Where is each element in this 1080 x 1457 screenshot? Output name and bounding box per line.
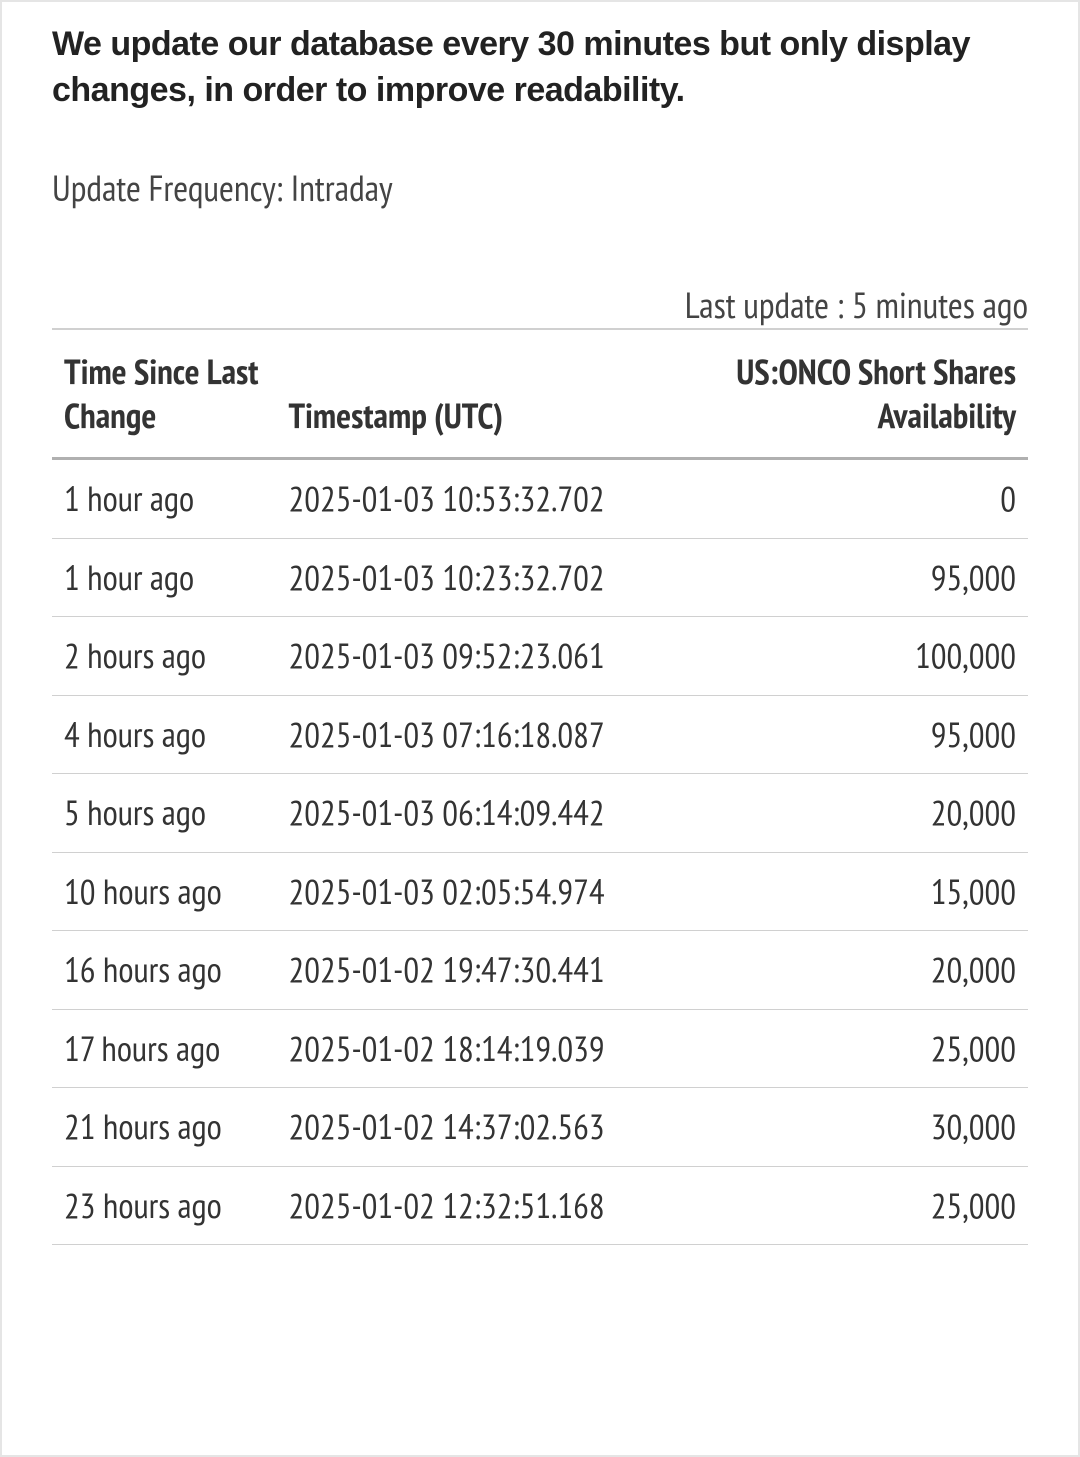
cell-timestamp: 2025-01-02 18:14:19.039 xyxy=(276,1009,715,1088)
cell-availability: 20,000 xyxy=(716,774,1028,853)
cell-availability: 30,000 xyxy=(716,1088,1028,1167)
cell-availability: 25,000 xyxy=(716,1009,1028,1088)
cell-timestamp: 2025-01-03 10:23:32.702 xyxy=(276,538,715,617)
cell-timestamp: 2025-01-03 07:16:18.087 xyxy=(276,695,715,774)
table-row: 2 hours ago2025-01-03 09:52:23.061100,00… xyxy=(52,617,1028,696)
table-row: 17 hours ago2025-01-02 18:14:19.03925,00… xyxy=(52,1009,1028,1088)
table-row: 16 hours ago2025-01-02 19:47:30.44120,00… xyxy=(52,931,1028,1010)
shares-table: Time Since Last Change Timestamp (UTC) U… xyxy=(52,328,1028,1246)
cell-timestamp: 2025-01-03 02:05:54.974 xyxy=(276,852,715,931)
page-container: We update our database every 30 minutes … xyxy=(0,0,1080,1457)
cell-availability: 0 xyxy=(716,459,1028,539)
table-row: 23 hours ago2025-01-02 12:32:51.16825,00… xyxy=(52,1166,1028,1245)
cell-time-since: 2 hours ago xyxy=(52,617,276,696)
table-row: 1 hour ago2025-01-03 10:23:32.70295,000 xyxy=(52,538,1028,617)
col-header-time-since: Time Since Last Change xyxy=(52,329,276,459)
cell-availability: 100,000 xyxy=(716,617,1028,696)
cell-time-since: 10 hours ago xyxy=(52,852,276,931)
table-row: 5 hours ago2025-01-03 06:14:09.44220,000 xyxy=(52,774,1028,853)
cell-timestamp: 2025-01-03 10:53:32.702 xyxy=(276,459,715,539)
cell-availability: 20,000 xyxy=(716,931,1028,1010)
cell-availability: 15,000 xyxy=(716,852,1028,931)
cell-time-since: 5 hours ago xyxy=(52,774,276,853)
cell-availability: 95,000 xyxy=(716,695,1028,774)
cell-time-since: 1 hour ago xyxy=(52,459,276,539)
last-update-label: Last update : 5 minutes ago xyxy=(52,281,1028,328)
cell-time-since: 1 hour ago xyxy=(52,538,276,617)
cell-timestamp: 2025-01-03 09:52:23.061 xyxy=(276,617,715,696)
cell-availability: 95,000 xyxy=(716,538,1028,617)
cell-time-since: 23 hours ago xyxy=(52,1166,276,1245)
cell-timestamp: 2025-01-02 14:37:02.563 xyxy=(276,1088,715,1167)
intro-text: We update our database every 30 minutes … xyxy=(52,22,1028,114)
cell-timestamp: 2025-01-02 19:47:30.441 xyxy=(276,931,715,1010)
cell-timestamp: 2025-01-02 12:32:51.168 xyxy=(276,1166,715,1245)
table-row: 1 hour ago2025-01-03 10:53:32.7020 xyxy=(52,459,1028,539)
col-header-timestamp: Timestamp (UTC) xyxy=(276,329,715,459)
table-row: 4 hours ago2025-01-03 07:16:18.08795,000 xyxy=(52,695,1028,774)
update-frequency-label: Update Frequency: Intraday xyxy=(52,164,1028,211)
cell-time-since: 16 hours ago xyxy=(52,931,276,1010)
cell-availability: 25,000 xyxy=(716,1166,1028,1245)
table-row: 10 hours ago2025-01-03 02:05:54.97415,00… xyxy=(52,852,1028,931)
content-area: We update our database every 30 minutes … xyxy=(2,2,1078,1245)
cell-time-since: 4 hours ago xyxy=(52,695,276,774)
col-header-availability: US:ONCO Short Shares Availability xyxy=(716,329,1028,459)
table-row: 21 hours ago2025-01-02 14:37:02.56330,00… xyxy=(52,1088,1028,1167)
cell-time-since: 21 hours ago xyxy=(52,1088,276,1167)
cell-timestamp: 2025-01-03 06:14:09.442 xyxy=(276,774,715,853)
table-header-row: Time Since Last Change Timestamp (UTC) U… xyxy=(52,329,1028,459)
cell-time-since: 17 hours ago xyxy=(52,1009,276,1088)
